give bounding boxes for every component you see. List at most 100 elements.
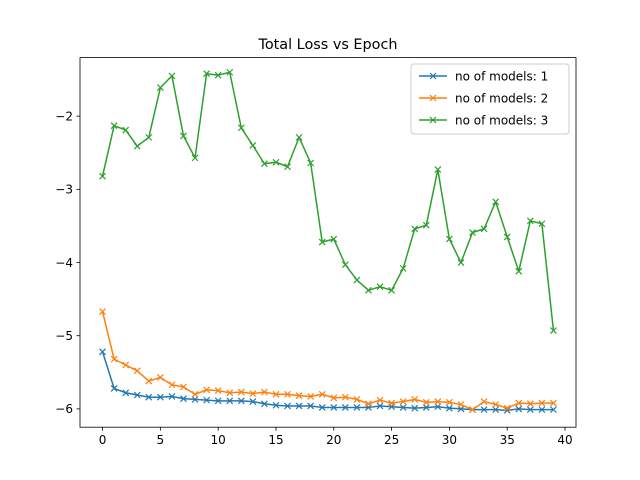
legend-marker (429, 72, 437, 80)
data-point (145, 133, 153, 141)
data-point (156, 374, 164, 381)
data-point (457, 259, 465, 266)
data-point (284, 402, 291, 410)
data-point (214, 387, 222, 395)
data-point (341, 404, 349, 411)
data-point (168, 393, 176, 400)
data-point (365, 286, 372, 294)
data-point (411, 404, 419, 412)
x-tick-label: 20 (326, 433, 341, 447)
data-point (133, 142, 141, 150)
data-point (480, 225, 488, 233)
data-point (99, 348, 106, 356)
legend: no of models: 1 no of models: 2 no of mode… (410, 63, 570, 135)
data-point (226, 68, 234, 76)
legend-label: no of models: 1 (455, 69, 548, 83)
x-tick-label: 35 (500, 433, 515, 447)
data-point (318, 404, 326, 411)
data-point (145, 393, 153, 401)
axes-frame (79, 57, 577, 428)
data-point (422, 398, 430, 406)
data-point (538, 406, 546, 414)
data-point (353, 276, 361, 284)
data-point (515, 267, 523, 275)
legend-label: no of models: 3 (455, 113, 548, 127)
data-point (469, 406, 476, 414)
y-tick-label: −4 (55, 256, 73, 270)
data-point (203, 396, 211, 404)
data-point (295, 402, 303, 410)
data-point (145, 377, 153, 385)
legend-box (410, 63, 570, 135)
data-point (122, 126, 130, 134)
data-point (307, 393, 315, 400)
data-point (191, 154, 199, 162)
data-point (388, 399, 396, 407)
data-point (388, 286, 396, 294)
data-point (260, 160, 268, 168)
x-tick-label: 25 (384, 433, 399, 447)
chart-title: Total Loss vs Epoch (258, 37, 398, 53)
data-point (133, 391, 141, 399)
data-point (330, 235, 338, 243)
data-point (550, 406, 557, 414)
data-point (469, 229, 476, 236)
data-point (399, 404, 407, 411)
data-point (180, 383, 187, 391)
data-point (422, 404, 430, 411)
data-point (168, 72, 176, 80)
data-point (445, 235, 453, 243)
data-point (457, 401, 465, 408)
plot-area (99, 68, 557, 414)
data-point (191, 395, 199, 403)
data-point (376, 402, 384, 410)
data-point (272, 390, 280, 398)
legend-item: no of models: 1 (419, 69, 548, 83)
x-tick-label: 40 (557, 433, 572, 447)
data-point (191, 390, 199, 398)
data-point (503, 404, 511, 412)
data-point (550, 399, 557, 407)
data-point (422, 221, 430, 229)
y-axis: −6 −5 −4 −3 −2 (55, 109, 80, 416)
data-point (434, 403, 442, 411)
data-point (237, 388, 245, 396)
data-point (341, 261, 349, 269)
data-point (307, 402, 315, 410)
data-point (411, 225, 419, 233)
data-point (503, 406, 511, 414)
data-point (307, 159, 315, 167)
x-tick-label: 10 (211, 433, 226, 447)
data-point (110, 122, 118, 130)
data-point (538, 220, 546, 228)
series-line (101, 351, 554, 412)
data-point (341, 393, 349, 401)
data-point (284, 163, 291, 171)
y-tick-label: −5 (55, 329, 73, 343)
legend-label: no of models: 2 (455, 91, 548, 105)
series-2 (99, 308, 557, 414)
data-point (538, 399, 546, 407)
data-point (445, 404, 453, 412)
x-tick-label: 5 (157, 433, 165, 447)
data-point (515, 405, 523, 413)
data-point (434, 398, 442, 406)
data-point (249, 142, 257, 149)
data-point (260, 388, 268, 396)
series-3 (99, 68, 557, 335)
data-point (156, 84, 164, 92)
data-point (237, 397, 245, 405)
data-point (168, 381, 176, 389)
data-point (399, 398, 407, 406)
data-point (365, 400, 372, 408)
data-point (180, 395, 187, 403)
data-point (226, 389, 234, 397)
data-point (122, 389, 130, 397)
data-point (284, 390, 291, 398)
data-point (272, 158, 280, 166)
data-point (295, 133, 303, 141)
data-point (480, 406, 488, 414)
data-point (133, 367, 141, 375)
data-point (376, 283, 384, 291)
x-tick-label: 30 (442, 433, 457, 447)
